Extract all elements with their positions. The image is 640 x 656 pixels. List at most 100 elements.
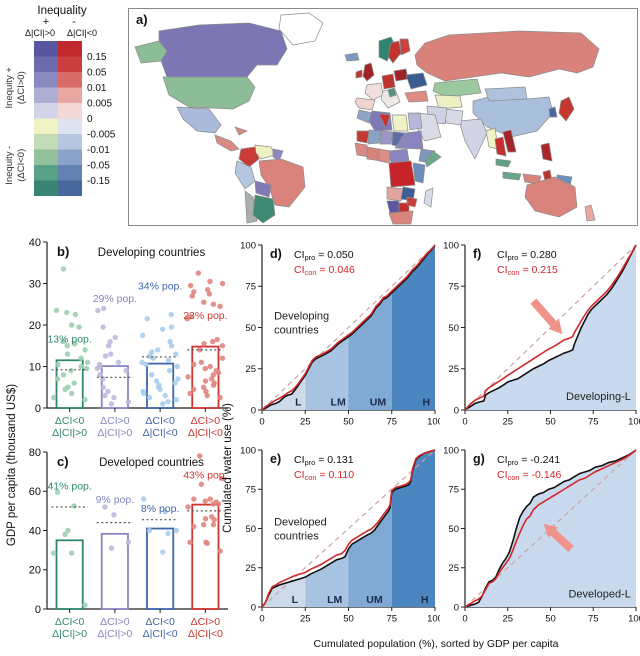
map-region-ireland	[355, 69, 363, 79]
svg-text:34% pop.: 34% pop.	[138, 281, 182, 293]
svg-text:e): e)	[270, 452, 281, 466]
map-region-central-america	[214, 134, 240, 152]
map-region-philippines	[540, 142, 553, 162]
svg-text:25: 25	[502, 417, 513, 428]
svg-text:-0.005: -0.005	[87, 130, 116, 141]
map-region-colombia	[238, 146, 260, 168]
svg-text:f): f)	[473, 247, 481, 261]
map-region-turkey	[404, 90, 429, 103]
svg-text:b): b)	[57, 244, 69, 259]
map-region-malaysia	[495, 158, 512, 168]
svg-text:-0.15: -0.15	[87, 176, 110, 187]
svg-text:25: 25	[245, 364, 256, 375]
world-map	[128, 8, 638, 226]
map-region-uk	[362, 62, 375, 82]
svg-text:100: 100	[628, 417, 640, 428]
svg-text:100: 100	[443, 240, 459, 251]
svg-text:d): d)	[270, 247, 282, 261]
svg-text:Inequality: Inequality	[37, 5, 86, 17]
svg-text:UM: UM	[370, 397, 387, 409]
svg-text:Δ|CI|>0: Δ|CI|>0	[52, 427, 87, 439]
svg-text:Δ|CI|>0: Δ|CI|>0	[52, 628, 87, 640]
svg-text:75: 75	[448, 282, 459, 293]
svg-text:60: 60	[29, 486, 41, 498]
map-region-central-asia	[434, 94, 463, 110]
svg-text:Developed-L: Developed-L	[568, 589, 630, 601]
svg-text:25: 25	[300, 417, 311, 428]
svg-text:50: 50	[448, 323, 459, 334]
svg-text:ΔCI>0: ΔCI>0	[191, 415, 221, 427]
panel-g-chart: 0 25 50 75 100 0 25 50 75 100 g) CIpro = -0.241 CIco…	[443, 445, 640, 625]
svg-text:CIcon = -0.146: CIcon = -0.146	[497, 469, 561, 482]
svg-text:LM: LM	[331, 397, 346, 409]
map-region-mali	[367, 129, 382, 145]
svg-text:100: 100	[240, 445, 256, 456]
svg-text:Developing: Developing	[274, 310, 329, 322]
svg-text:(ΔCI>0): (ΔCI>0)	[16, 71, 27, 104]
svg-text:ΔCI>0: ΔCI>0	[100, 616, 130, 628]
map-region-korea	[548, 106, 558, 118]
svg-text:ΔCI>0: ΔCI>0	[100, 415, 130, 427]
svg-text:0: 0	[35, 604, 41, 616]
svg-text:0: 0	[87, 114, 93, 125]
map-region-alaska	[134, 40, 168, 64]
svg-text:29% pop.: 29% pop.	[93, 293, 137, 305]
svg-text:50: 50	[343, 614, 354, 625]
map-region-canada	[158, 22, 288, 78]
svg-text:23% pop.: 23% pop.	[183, 310, 227, 322]
map-region-vietnam	[502, 129, 517, 153]
svg-text:40: 40	[29, 237, 41, 249]
svg-text:13% pop.: 13% pop.	[47, 333, 91, 345]
map-region-mexico	[176, 106, 222, 134]
svg-text:LM: LM	[327, 594, 342, 606]
map-region-morocco	[356, 109, 374, 124]
svg-text:100: 100	[443, 445, 459, 456]
svg-text:50: 50	[545, 417, 556, 428]
map-region-finland	[399, 38, 411, 56]
svg-text:CIpro = -0.241: CIpro = -0.241	[497, 454, 560, 467]
svg-text:0: 0	[462, 614, 467, 625]
map-region-zimbabwe	[406, 196, 418, 208]
svg-text:Δ|CI|<0: Δ|CI|<0	[67, 28, 97, 38]
svg-text:0.05: 0.05	[87, 68, 107, 79]
svg-text:100: 100	[427, 417, 440, 428]
svg-text:CIpro = 0.280: CIpro = 0.280	[497, 249, 557, 262]
map-region-india	[458, 118, 488, 160]
map-region-australia	[524, 176, 578, 218]
y-axis-label-water-use: Cumulated water use (%)	[222, 403, 234, 533]
map-region-somalia	[424, 150, 442, 168]
svg-text:Developing-L: Developing-L	[566, 391, 631, 403]
svg-text:75: 75	[588, 614, 599, 625]
panel-d-chart: 0 25 50 75 100 0 25 50 75 100 L LM UM Hd) CIpro = 0.05…	[240, 240, 440, 428]
svg-text:ΔCI<0: ΔCI<0	[145, 415, 175, 427]
svg-text:0: 0	[454, 602, 459, 613]
svg-text:50: 50	[545, 614, 556, 625]
svg-text:CIpro = 0.050: CIpro = 0.050	[294, 249, 354, 262]
svg-text:ΔCI>0: ΔCI>0	[191, 616, 221, 628]
svg-text:ΔCI<0: ΔCI<0	[55, 616, 85, 628]
svg-text:25: 25	[448, 563, 459, 574]
colorbar-svg: Inequality+ - Δ|CI|>0 Δ|CI|<0 0.15 0.05 0.01 0.…	[4, 5, 116, 196]
svg-text:0: 0	[462, 417, 467, 428]
panel-e-chart: 0 25 50 75 100 0 25 50 75 100 L LM UM He) CIpro = 0.13…	[240, 445, 440, 625]
svg-text:-0.05: -0.05	[87, 161, 110, 172]
svg-text:100: 100	[427, 614, 440, 625]
svg-text:10: 10	[29, 361, 41, 373]
map-region-brazil	[258, 158, 306, 208]
svg-text:40: 40	[29, 525, 41, 537]
svg-text:(ΔCI<0): (ΔCI<0)	[16, 149, 27, 182]
map-region-cuba	[234, 126, 248, 136]
svg-text:H: H	[423, 397, 431, 409]
svg-text:0.005: 0.005	[87, 99, 112, 110]
map-region-greenland	[278, 12, 324, 46]
map-region-south-africa	[388, 210, 414, 225]
y-axis-label-gdp: GDP per capita (thousand US$)	[6, 383, 18, 547]
map-region-japan	[558, 96, 575, 122]
map-region-ukraine	[405, 72, 428, 90]
svg-text:30: 30	[29, 278, 41, 290]
svg-text:75: 75	[245, 282, 256, 293]
svg-text:Developing countries: Developing countries	[98, 247, 206, 259]
svg-text:0: 0	[35, 403, 41, 415]
svg-text:0.15: 0.15	[87, 52, 107, 63]
